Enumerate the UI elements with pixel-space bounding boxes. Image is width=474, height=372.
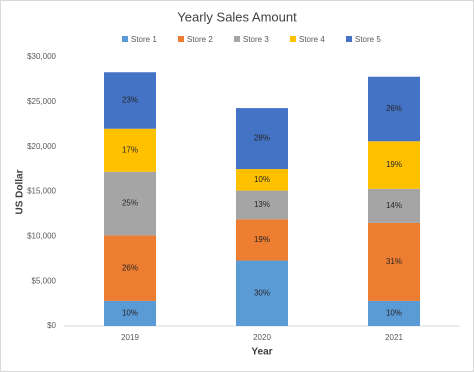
segment-label: 26% [386,104,402,113]
bar-segment [236,219,288,261]
bar-segment [236,169,288,191]
segment-label: 28% [254,134,270,143]
segment-label: 10% [122,309,138,318]
segment-label: 23% [122,96,138,105]
bar-segment [368,76,420,142]
segment-label: 26% [122,263,138,272]
y-tick-label: $30,000 [27,52,56,61]
legend-label: Store 3 [243,35,269,44]
x-tick-label: 2021 [385,333,403,342]
bar-segment [104,171,156,236]
segment-label: 31% [386,257,402,266]
bar-segment [104,235,156,301]
legend-label: Store 5 [355,35,381,44]
bar-segment [236,108,288,170]
chart-title: Yearly Sales Amount [177,9,297,24]
segment-label: 13% [254,200,270,209]
legend-label: Store 4 [299,35,325,44]
legend-swatch [290,36,296,42]
legend-label: Store 1 [131,35,157,44]
segment-label: 10% [386,309,402,318]
bar-segment [104,128,156,172]
legend-swatch [122,36,128,42]
y-tick-label: $25,000 [27,97,56,106]
bar-segment [368,222,420,301]
legend-label: Store 2 [187,35,213,44]
y-tick-label: $20,000 [27,142,56,151]
segment-label: 19% [254,235,270,244]
y-tick-label: $0 [47,321,56,330]
legend-swatch [234,36,240,42]
y-tick-label: $15,000 [27,187,56,196]
x-tick-label: 2020 [253,333,271,342]
y-tick-label: $10,000 [27,231,56,240]
segment-label: 17% [122,145,138,154]
bar-segment [104,72,156,129]
bar-segment [104,300,156,326]
segment-label: 10% [254,175,270,184]
bar-segment [236,190,288,220]
bar-segment [368,188,420,223]
legend-swatch [346,36,352,42]
bar-segment [368,300,420,326]
legend-swatch [178,36,184,42]
x-axis-title: Year [251,347,272,358]
segment-label: 30% [254,288,270,297]
segment-label: 14% [386,201,402,210]
y-tick-label: $5,000 [32,276,57,285]
bar-segment [236,260,288,326]
segment-label: 19% [386,160,402,169]
x-tick-label: 2019 [121,333,139,342]
bar-segment [368,141,420,189]
segment-label: 25% [122,199,138,208]
y-axis-title: US Dollar [15,169,26,214]
